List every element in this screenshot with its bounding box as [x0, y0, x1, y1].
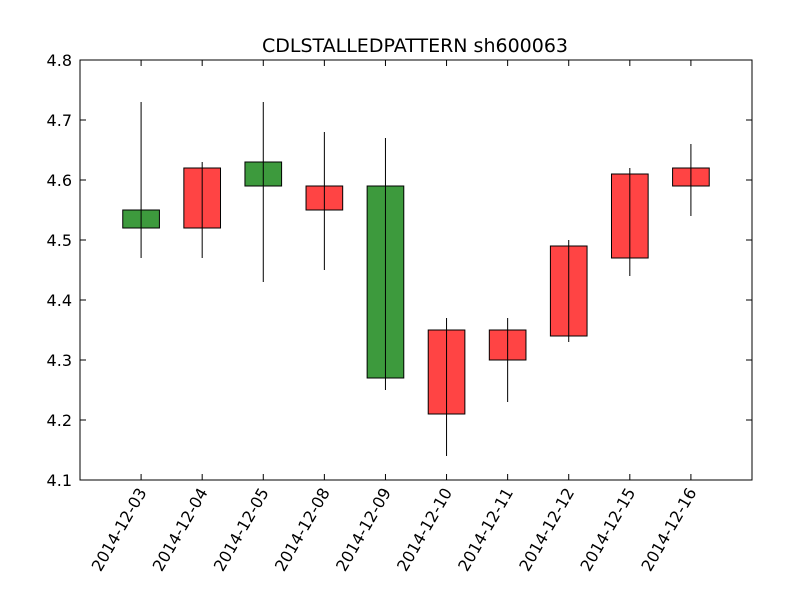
- y-tick-label: 4.8: [47, 51, 72, 70]
- candle: [488, 318, 527, 402]
- y-tick-label: 4.1: [47, 471, 72, 490]
- chart-title: CDLSTALLEDPATTERN sh600063: [262, 35, 568, 57]
- candle: [427, 318, 466, 456]
- x-tick-label: 2014-12-03: [88, 485, 151, 575]
- candle: [122, 102, 160, 258]
- plot-frame: [79, 59, 753, 481]
- y-tick-label: 4.3: [47, 351, 72, 370]
- candle: [672, 144, 710, 216]
- candle: [610, 168, 649, 276]
- y-tick-label: 4.5: [47, 231, 72, 250]
- candle: [305, 132, 344, 270]
- x-tick-label: 2014-12-15: [576, 485, 639, 575]
- y-tick-label: 4.4: [47, 291, 72, 310]
- y-tick-label: 4.2: [47, 411, 72, 430]
- candle: [244, 102, 283, 282]
- x-tick-label: 2014-12-11: [454, 485, 517, 575]
- candle: [366, 138, 405, 390]
- x-tick-label: 2014-12-05: [210, 485, 273, 575]
- plot-area: [122, 102, 710, 456]
- x-tick-label: 2014-12-09: [332, 485, 395, 575]
- y-tick-label: 4.7: [47, 111, 72, 130]
- y-tick-label: 4.6: [47, 171, 72, 190]
- candle: [549, 240, 588, 342]
- x-tick-label: 2014-12-12: [515, 485, 578, 575]
- x-tick-label: 2014-12-10: [393, 484, 456, 574]
- x-tick-label: 2014-12-04: [149, 485, 212, 575]
- x-tick-label: 2014-12-16: [637, 485, 700, 575]
- x-tick-label: 2014-12-08: [271, 485, 334, 575]
- candle: [183, 162, 222, 258]
